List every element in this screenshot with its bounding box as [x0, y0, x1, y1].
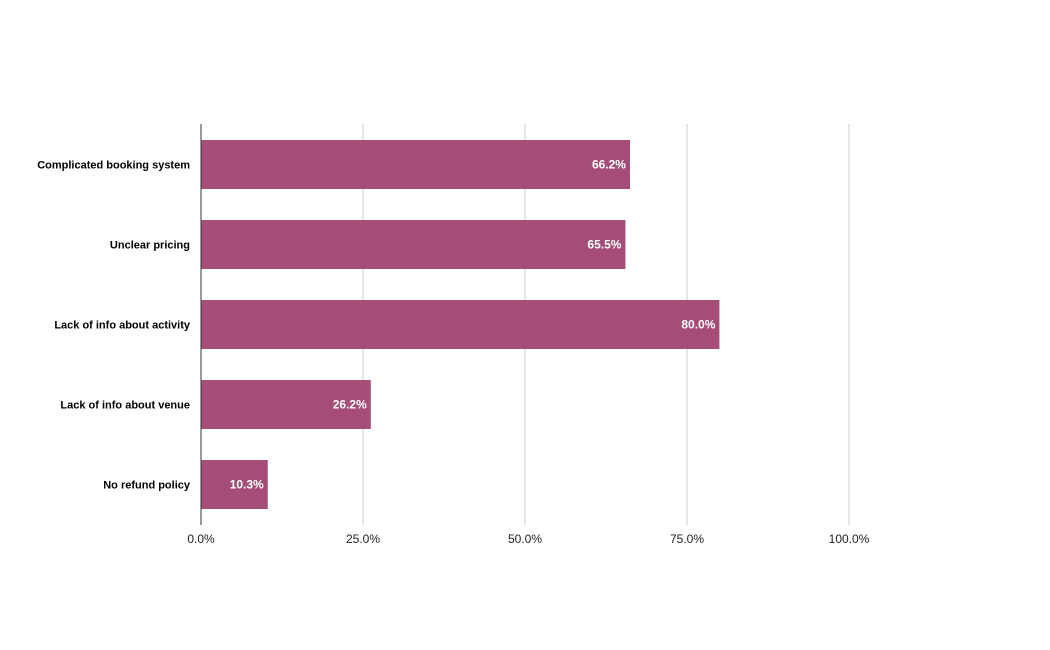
data-label: 65.5%	[587, 238, 621, 252]
x-tick-label: 75.0%	[670, 532, 704, 546]
bar	[201, 220, 626, 269]
bars	[201, 140, 720, 509]
category-label: Lack of info about activity	[54, 320, 191, 332]
category-label: No refund policy	[103, 480, 191, 492]
bar	[201, 380, 371, 429]
labels: 0.0% 25.0% 50.0% 75.0% 100.0% Complicated boo…	[37, 158, 869, 547]
category-label: Complicated booking system	[37, 160, 190, 172]
x-tick-label: 50.0%	[508, 532, 542, 546]
bar	[201, 460, 268, 509]
x-tick-label: 0.0%	[187, 532, 215, 546]
data-label: 10.3%	[230, 478, 264, 492]
category-label: Unclear pricing	[110, 240, 190, 252]
data-label: 80.0%	[681, 318, 715, 332]
category-label: Lack of info about venue	[60, 400, 190, 412]
x-tick-label: 100.0%	[829, 532, 870, 546]
bar	[201, 140, 630, 189]
bar	[201, 300, 720, 349]
x-tick-label: 25.0%	[346, 532, 380, 546]
data-label: 66.2%	[592, 158, 626, 172]
data-label: 26.2%	[333, 398, 367, 412]
